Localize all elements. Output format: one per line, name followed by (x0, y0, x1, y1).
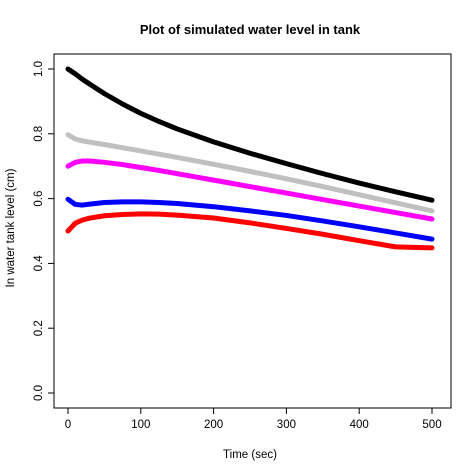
chart-title: Plot of simulated water level in tank (140, 22, 361, 37)
x-tick-label: 100 (131, 419, 150, 431)
series-line-4 (65, 196, 435, 242)
y-axis-label: In water tank level (cm) (5, 168, 17, 287)
series-line-5 (65, 211, 435, 251)
x-tick-label: 500 (422, 419, 441, 431)
y-tick-label: 0.4 (33, 255, 45, 272)
x-tick-label: 200 (204, 419, 223, 431)
x-axis-label: Time (sec) (223, 449, 277, 461)
series-line-2 (65, 132, 435, 214)
series-line-1 (65, 66, 435, 203)
y-axis-ticks: 0.0 0.2 0.4 0.6 0.8 1.0 (33, 61, 54, 401)
y-tick-label: 0.8 (33, 126, 45, 142)
y-tick-label: 1.0 (33, 61, 45, 77)
y-tick-label: 0.6 (33, 191, 45, 207)
x-axis-ticks: 0 100 200 300 400 500 (65, 408, 442, 431)
data-series-group (65, 66, 435, 251)
x-tick-label: 0 (65, 419, 71, 431)
x-tick-label: 300 (277, 419, 296, 431)
y-tick-label: 0.2 (33, 320, 45, 336)
series-line-3 (65, 158, 435, 222)
y-tick-label: 0.0 (33, 385, 45, 401)
x-tick-label: 400 (350, 419, 369, 431)
